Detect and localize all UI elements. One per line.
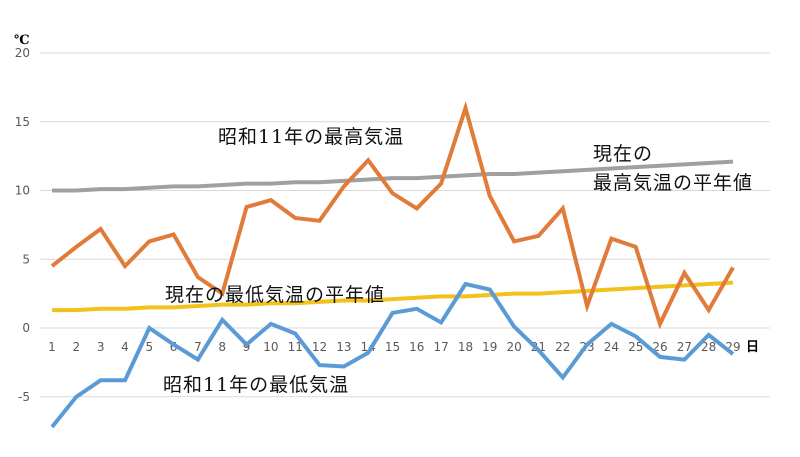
x-tick-label: 27 [677, 340, 692, 354]
gridlines [40, 52, 770, 398]
annotation-min-1936: 昭和11年の最低気温 [163, 374, 350, 396]
x-tick-label: 2 [73, 340, 81, 354]
x-tick-label: 28 [701, 340, 716, 354]
x-tick-label: 7 [194, 340, 202, 354]
y-axis-unit: ℃ [14, 33, 30, 48]
x-tick-label: 16 [409, 340, 424, 354]
x-tick-label: 21 [531, 340, 546, 354]
y-axis-ticks: 20 15 10 5 0 -5 [15, 46, 30, 404]
x-tick-label: 3 [97, 340, 105, 354]
series-line [50, 101, 735, 330]
y-tick-label: 15 [15, 115, 30, 129]
x-tick-label: 8 [218, 340, 226, 354]
x-tick-label: 6 [170, 340, 178, 354]
x-tick-label: 4 [121, 340, 129, 354]
y-tick-label: 0 [22, 321, 30, 335]
y-tick-label: 5 [22, 252, 30, 266]
x-tick-label: 5 [145, 340, 153, 354]
y-tick-label: 20 [15, 46, 30, 60]
x-tick-label: 13 [336, 340, 351, 354]
x-tick-label: 19 [482, 340, 497, 354]
x-tick-label: 25 [628, 340, 643, 354]
x-tick-label: 20 [506, 340, 521, 354]
y-tick-label: 10 [15, 184, 30, 198]
x-tick-label: 24 [604, 340, 619, 354]
x-tick-label: 17 [434, 340, 449, 354]
x-tick-label: 18 [458, 340, 473, 354]
series-lines [50, 101, 735, 429]
x-tick-label: 26 [652, 340, 667, 354]
x-tick-label: 1 [48, 340, 56, 354]
series-line [50, 281, 735, 429]
x-tick-label: 15 [385, 340, 400, 354]
y-tick-label: -5 [18, 390, 30, 404]
x-tick-label: 22 [555, 340, 570, 354]
x-tick-label: 12 [312, 340, 327, 354]
annotation-max-1936: 昭和11年の最高気温 [218, 126, 405, 148]
x-tick-label: 11 [288, 340, 303, 354]
annotation-min-normal: 現在の最低気温の平年値 [165, 284, 386, 306]
x-axis-ticks: 1 2 3 4 5 6 7 8 9 10 11 12 13 14 15 16 17 18 19 20 21 22 23 24 2… [48, 340, 740, 354]
annotation-max-normal-line1: 現在の [593, 143, 654, 165]
x-tick-label: 10 [263, 340, 278, 354]
series-line [52, 159, 734, 193]
x-axis-unit: 日 [746, 340, 759, 355]
annotation-max-normal-line2: 最高気温の平年値 [593, 172, 754, 194]
series-line [52, 280, 734, 313]
